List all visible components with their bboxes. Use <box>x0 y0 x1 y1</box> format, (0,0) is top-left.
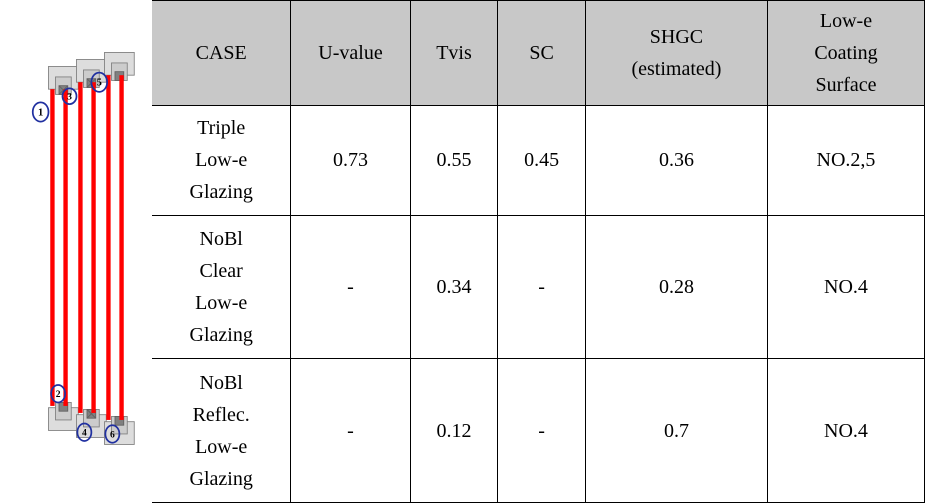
glazing-diagram-svg: 1 2 3 4 5 6 <box>10 10 150 493</box>
cell-shgc: 0.7 <box>585 359 767 503</box>
glazing-table: CASE U-value Tvis SC SHGC(estimated) Low… <box>152 0 925 503</box>
cell-case: TripleLow-eGlazing <box>152 106 291 216</box>
cell-shgc: 0.28 <box>585 215 767 359</box>
cell-uvalue: - <box>291 359 410 503</box>
svg-text:6: 6 <box>110 429 115 440</box>
svg-text:2: 2 <box>56 389 61 400</box>
pane-3 <box>78 82 82 413</box>
col-header-tvis: Tvis <box>410 1 498 106</box>
pane-1 <box>50 89 54 406</box>
svg-text:1: 1 <box>38 107 43 118</box>
bottom-spacer-group-1 <box>49 402 79 430</box>
cell-lowe-surface: NO.4 <box>768 215 925 359</box>
surface-label-1: 1 <box>33 102 49 121</box>
cell-tvis: 0.34 <box>410 215 498 359</box>
col-header-uvalue: U-value <box>291 1 410 106</box>
svg-text:3: 3 <box>67 92 72 103</box>
cell-lowe-surface: NO.4 <box>768 359 925 503</box>
cell-lowe-surface: NO.2,5 <box>768 106 925 216</box>
pane-6 <box>119 75 123 420</box>
cell-shgc: 0.36 <box>585 106 767 216</box>
page: 1 2 3 4 5 6 <box>0 0 925 503</box>
cell-tvis: 0.12 <box>410 359 498 503</box>
pane-4 <box>91 82 95 413</box>
col-header-lowe-surface: Low-eCoatingSurface <box>768 1 925 106</box>
pane-5 <box>106 75 110 420</box>
col-header-sc: SC <box>498 1 586 106</box>
glazing-diagram: 1 2 3 4 5 6 <box>10 10 150 493</box>
col-header-case: CASE <box>152 1 291 106</box>
col-header-shgc: SHGC(estimated) <box>585 1 767 106</box>
cell-uvalue: - <box>291 215 410 359</box>
cell-uvalue: 0.73 <box>291 106 410 216</box>
table-row: NoBlClearLow-eGlazing - 0.34 - 0.28 NO.4 <box>152 215 925 359</box>
cell-tvis: 0.55 <box>410 106 498 216</box>
cell-sc: - <box>498 359 586 503</box>
cell-sc: - <box>498 215 586 359</box>
cell-case: NoBlClearLow-eGlazing <box>152 215 291 359</box>
table-header-row: CASE U-value Tvis SC SHGC(estimated) Low… <box>152 1 925 106</box>
cell-sc: 0.45 <box>498 106 586 216</box>
pane-2 <box>63 89 67 406</box>
svg-text:5: 5 <box>97 78 102 89</box>
svg-text:4: 4 <box>82 428 87 439</box>
table-row: TripleLow-eGlazing 0.73 0.55 0.45 0.36 N… <box>152 106 925 216</box>
cell-case: NoBlReflec.Low-eGlazing <box>152 359 291 503</box>
table-row: NoBlReflec.Low-eGlazing - 0.12 - 0.7 NO.… <box>152 359 925 503</box>
